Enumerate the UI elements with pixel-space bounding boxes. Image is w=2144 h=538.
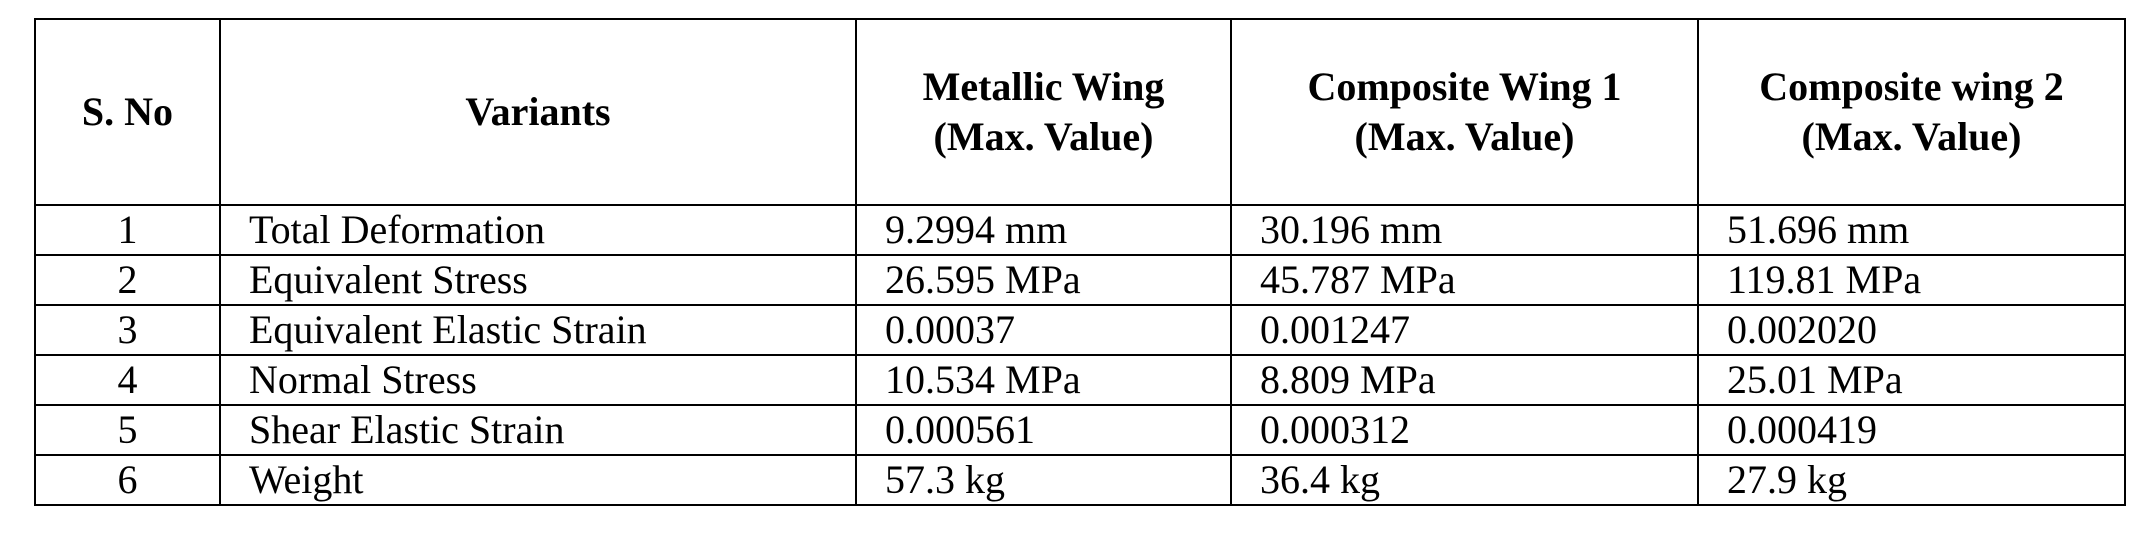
cell-sno: 2 bbox=[34, 254, 221, 306]
table-header: S. No Variants Metallic Wing (Max. Value… bbox=[34, 18, 2126, 206]
header-composite-wing-2-title: Composite wing 2 bbox=[1759, 64, 2064, 109]
cell-sno: 1 bbox=[34, 204, 221, 256]
header-variants: Variants bbox=[219, 18, 857, 206]
table-row: 4 Normal Stress 10.534 MPa 8.809 MPa 25.… bbox=[34, 354, 2126, 406]
cell-metallic: 0.00037 bbox=[855, 304, 1232, 356]
cell-composite-1: 0.001247 bbox=[1230, 304, 1699, 356]
cell-composite-1: 0.000312 bbox=[1230, 404, 1699, 456]
table-body: 1 Total Deformation 9.2994 mm 30.196 mm … bbox=[34, 204, 2126, 506]
header-sno: S. No bbox=[34, 18, 221, 206]
cell-metallic: 57.3 kg bbox=[855, 454, 1232, 506]
header-composite-wing-1: Composite Wing 1 (Max. Value) bbox=[1230, 18, 1699, 206]
header-composite-wing-2-subtitle: (Max. Value) bbox=[1801, 114, 2022, 159]
header-composite-wing-1-subtitle: (Max. Value) bbox=[1354, 114, 1575, 159]
cell-variant: Normal Stress bbox=[219, 354, 857, 406]
cell-metallic: 9.2994 mm bbox=[855, 204, 1232, 256]
cell-variant: Equivalent Stress bbox=[219, 254, 857, 306]
table-row: 3 Equivalent Elastic Strain 0.00037 0.00… bbox=[34, 304, 2126, 356]
header-composite-wing-1-title: Composite Wing 1 bbox=[1307, 64, 1622, 109]
cell-sno: 3 bbox=[34, 304, 221, 356]
cell-composite-2: 27.9 kg bbox=[1697, 454, 2126, 506]
cell-composite-1: 45.787 MPa bbox=[1230, 254, 1699, 306]
cell-composite-1: 30.196 mm bbox=[1230, 204, 1699, 256]
cell-metallic: 26.595 MPa bbox=[855, 254, 1232, 306]
table-row: 2 Equivalent Stress 26.595 MPa 45.787 MP… bbox=[34, 254, 2126, 306]
cell-sno: 5 bbox=[34, 404, 221, 456]
wing-results-table: S. No Variants Metallic Wing (Max. Value… bbox=[34, 18, 2126, 506]
cell-metallic: 10.534 MPa bbox=[855, 354, 1232, 406]
header-row: S. No Variants Metallic Wing (Max. Value… bbox=[34, 18, 2126, 206]
cell-variant: Weight bbox=[219, 454, 857, 506]
cell-sno: 6 bbox=[34, 454, 221, 506]
header-metallic-wing-title: Metallic Wing bbox=[922, 64, 1165, 109]
header-composite-wing-2: Composite wing 2 (Max. Value) bbox=[1697, 18, 2126, 206]
cell-composite-2: 25.01 MPa bbox=[1697, 354, 2126, 406]
cell-sno: 4 bbox=[34, 354, 221, 406]
cell-composite-1: 8.809 MPa bbox=[1230, 354, 1699, 406]
cell-composite-1: 36.4 kg bbox=[1230, 454, 1699, 506]
table-row: 1 Total Deformation 9.2994 mm 30.196 mm … bbox=[34, 204, 2126, 256]
cell-composite-2: 51.696 mm bbox=[1697, 204, 2126, 256]
cell-metallic: 0.000561 bbox=[855, 404, 1232, 456]
table-row: 5 Shear Elastic Strain 0.000561 0.000312… bbox=[34, 404, 2126, 456]
table-row: 6 Weight 57.3 kg 36.4 kg 27.9 kg bbox=[34, 454, 2126, 506]
cell-composite-2: 119.81 MPa bbox=[1697, 254, 2126, 306]
cell-variant: Equivalent Elastic Strain bbox=[219, 304, 857, 356]
cell-variant: Shear Elastic Strain bbox=[219, 404, 857, 456]
cell-variant: Total Deformation bbox=[219, 204, 857, 256]
cell-composite-2: 0.000419 bbox=[1697, 404, 2126, 456]
header-metallic-wing-subtitle: (Max. Value) bbox=[933, 114, 1154, 159]
header-metallic-wing: Metallic Wing (Max. Value) bbox=[855, 18, 1232, 206]
cell-composite-2: 0.002020 bbox=[1697, 304, 2126, 356]
